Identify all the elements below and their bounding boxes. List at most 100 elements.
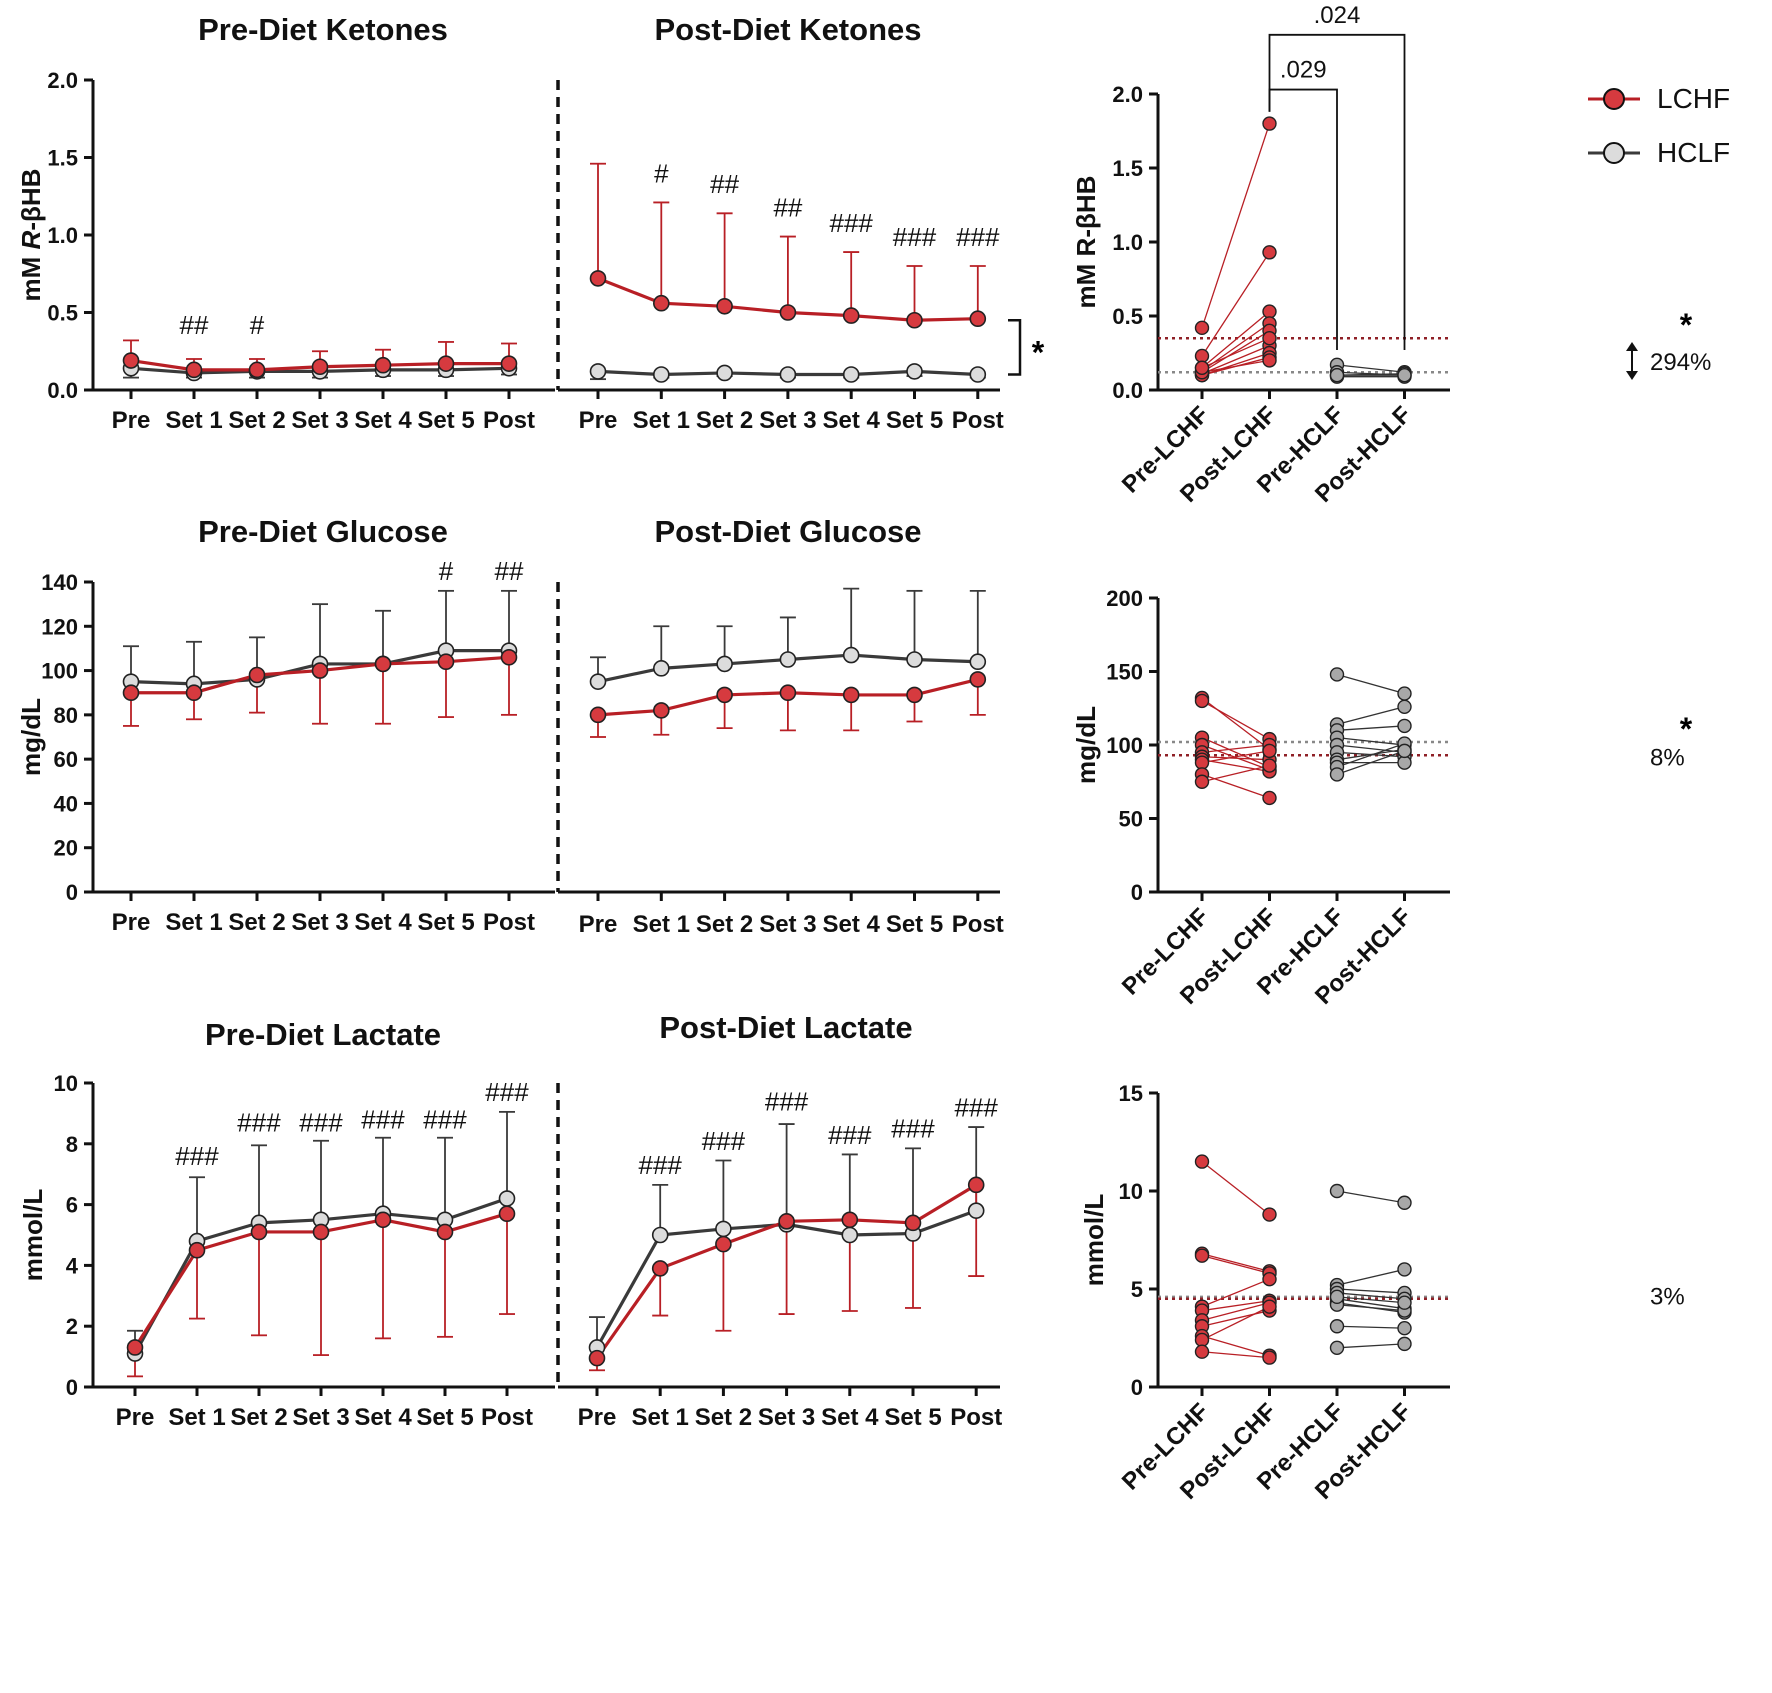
lchf-point (248, 666, 266, 684)
post_ketones-chart: Post-Diet Ketones Pre Set 1 Set 2 Set 3 Set 4… (556, 12, 1045, 434)
group-significance-star: * (1032, 334, 1045, 370)
y-tick-label: 40 (54, 791, 78, 816)
hclf-point (652, 660, 670, 677)
hclf-point (842, 366, 860, 383)
lchf-pair-line (1201, 337, 1270, 369)
difference-arrow-head-down (1626, 371, 1638, 380)
significance-marker: ### (361, 1105, 405, 1135)
lchf-pre-point (1194, 348, 1210, 364)
lchf-point (906, 686, 923, 704)
hclf-pair-line (1336, 364, 1405, 373)
legend-lchf-label: LCHF (1657, 83, 1730, 114)
x-tick-label: Pre (579, 407, 618, 434)
hclf-point (841, 1226, 859, 1244)
lchf-post-point (1262, 743, 1277, 759)
hclf-pair-line (1336, 1288, 1405, 1294)
x-tick-label: Set 5 (416, 1404, 473, 1431)
lchf-pair-line (1201, 123, 1271, 329)
hclf-pair-line (1336, 706, 1405, 726)
hclf-pair-line (1336, 750, 1405, 776)
lchf-pair-line (1201, 764, 1270, 783)
hclf-post-point (1397, 368, 1412, 383)
y-tick-label: 15 (1119, 1081, 1143, 1106)
x-tick-label: Set 2 (228, 909, 285, 936)
lchf-point (498, 1205, 516, 1223)
lchf-pair-line (1201, 700, 1270, 740)
lchf-point (311, 358, 329, 376)
lchf-pair-line (1201, 773, 1270, 799)
lchf-post-point (1262, 353, 1277, 368)
y-tick-label: 2.0 (1112, 82, 1143, 107)
pre_glucose-chart: Pre-Diet Glucose 0 20 40 60 80 100 120 140 mg/dL P… (16, 514, 555, 936)
x-tick-label: Set 1 (165, 909, 222, 936)
y-tick-label: 10 (1119, 1179, 1143, 1204)
significance-marker: ## (495, 556, 524, 586)
lchf-pair-line (1201, 359, 1270, 373)
lchf-point (842, 307, 860, 324)
y-tick-label: 0 (66, 1375, 78, 1400)
lchf-post-point (1262, 1350, 1277, 1365)
hclf-pre-point (1329, 1289, 1345, 1305)
hclf-pair-line (1336, 1268, 1405, 1286)
significance-marker: ### (828, 1120, 872, 1150)
x-tick-label: Set 2 (696, 911, 753, 938)
lchf-point (500, 355, 518, 372)
y-tick-label: 10 (54, 1071, 78, 1096)
y-tick-label: 0.5 (1112, 304, 1143, 329)
y-tick-label: 0.0 (1112, 378, 1143, 403)
lchf-point (652, 702, 670, 719)
lchf-point (374, 655, 392, 673)
y-tick-label: 4 (66, 1253, 79, 1278)
hclf-point (651, 1226, 669, 1244)
lchf-point (250, 1223, 268, 1241)
difference-percent: 8% (1650, 745, 1685, 772)
y-tick-label: 60 (54, 747, 78, 772)
x-tick-label: Set 5 (417, 909, 474, 936)
x-tick-label: Set 3 (759, 407, 816, 434)
lchf-point (437, 653, 455, 671)
lchf-pair-line (1201, 737, 1270, 768)
hclf-post-point (1397, 1262, 1412, 1277)
x-tick-label: Pre (112, 909, 151, 936)
lchf-pair-line (1201, 1309, 1270, 1327)
hclf-point (842, 646, 860, 664)
difference-star: * (1680, 711, 1693, 747)
post_lactate-chart: Post-Diet Lactate Pre Set 1 Set 2 Set 3 Set 4… (556, 1010, 1002, 1431)
hclf-pre-point (1329, 1340, 1345, 1356)
x-tick-label: Set 4 (821, 1404, 879, 1431)
hclf-point (967, 1202, 985, 1219)
significance-marker: ### (639, 1150, 683, 1180)
post_lactate-title: Post-Diet Lactate (659, 1010, 912, 1045)
lchf-post-point (1262, 245, 1277, 260)
lchf-pre-point (1194, 1154, 1210, 1169)
lchf-point (122, 684, 140, 702)
ketones_individual-chart: 0.00.51.01.52.0mM R-βHBPre-LCHFPost-LCHF… (1071, 2, 1711, 508)
hclf-point (779, 366, 797, 383)
group-bracket (1008, 319, 1022, 376)
y-tick-label: 200 (1106, 586, 1143, 611)
hclf-point (906, 363, 923, 380)
p-value-bracket (1268, 33, 1406, 351)
y-axis-label: mg/dL (16, 698, 46, 776)
hclf-point (906, 651, 923, 668)
lchf-point (311, 662, 329, 679)
lchf-post-point (1262, 1271, 1277, 1287)
lchf-pair-line (1201, 1302, 1270, 1321)
lchf-pair-line (1201, 1306, 1270, 1341)
y-tick-label: 8 (66, 1132, 78, 1157)
x-tick-label: Set 1 (633, 911, 690, 938)
lchf-point (652, 294, 670, 312)
hclf-point (589, 363, 607, 380)
x-tick-label: Set 5 (884, 1404, 941, 1431)
significance-marker: ### (830, 208, 874, 238)
lchf-post-point (1262, 790, 1277, 806)
hclf-point (969, 653, 987, 671)
hclf-pair-line (1336, 737, 1405, 746)
lchf-point (500, 648, 518, 666)
y-tick-label: 2.0 (47, 68, 78, 93)
pre_lactate-title: Pre-Diet Lactate (205, 1017, 441, 1052)
y-axis-label: mM R-βHB (1071, 176, 1101, 309)
x-tick-label: Set 3 (291, 909, 348, 936)
x-tick-label: Set 5 (886, 407, 943, 434)
lchf-pair-line (1201, 1278, 1270, 1308)
